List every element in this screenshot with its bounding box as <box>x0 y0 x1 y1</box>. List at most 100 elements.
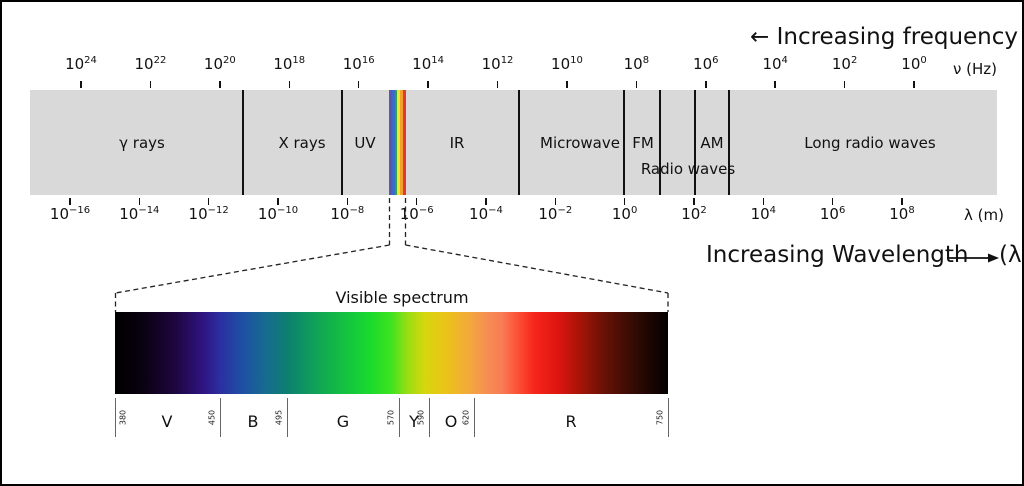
wavelength-tick-mark <box>346 198 349 205</box>
wavelength-unit-label: λ (m) <box>964 206 1004 224</box>
frequency-tick-mark <box>219 81 221 88</box>
nm-tick-mark <box>474 398 475 437</box>
band-divider <box>518 90 520 195</box>
frequency-unit-label: ν (Hz) <box>953 60 998 78</box>
visible-light-stripe <box>400 90 404 195</box>
nm-tick-label: 750 <box>655 409 665 426</box>
band-divider <box>694 90 696 195</box>
frequency-tick-mark <box>774 81 776 88</box>
wavelength-tick-mark <box>138 198 141 205</box>
visible-light-stripe <box>394 90 398 195</box>
wavelength-tick-label: 10−10 <box>257 205 299 223</box>
increasing-frequency-label: ← Increasing frequency <box>750 24 1018 50</box>
band-region-label: X rays <box>278 134 326 152</box>
increasing-wavelength-text: Increasing Wavelength <box>706 242 969 268</box>
wavelength-tick-mark <box>415 198 418 205</box>
frequency-tick-mark <box>80 81 82 88</box>
wavelength-tick-mark <box>277 198 279 205</box>
frequency-tick-label: 1022 <box>134 55 167 73</box>
nm-tick-mark <box>399 398 400 437</box>
visible-spectrum-bar <box>115 312 668 394</box>
wavelength-tick-label: 108 <box>889 205 915 223</box>
frequency-tick-mark <box>843 81 846 88</box>
color-band-letter: O <box>444 412 458 431</box>
frequency-tick-label: 104 <box>762 55 788 73</box>
increasing-frequency-text: Increasing frequency <box>776 24 1018 50</box>
left-arrow-icon: ← <box>749 24 770 50</box>
nm-tick-mark <box>115 398 116 437</box>
wavelength-tick-mark <box>485 198 487 205</box>
frequency-tick-label: 108 <box>623 55 650 73</box>
wavelength-tick-label: 106 <box>819 205 846 223</box>
wavelength-tick-label: 10−14 <box>119 205 160 223</box>
wavelength-tick-label: 10−4 <box>469 205 503 223</box>
nm-tick-label: 620 <box>461 409 471 426</box>
visible-light-stripe <box>403 90 406 195</box>
nm-tick-mark <box>429 398 430 437</box>
increasing-wavelength-suffix: (λ <box>999 242 1022 268</box>
nm-tick-label: 450 <box>207 409 217 426</box>
frequency-tick-label: 1018 <box>273 55 306 73</box>
band-region-label: UV <box>354 134 376 152</box>
frequency-tick-label: 1010 <box>551 55 583 73</box>
nm-tick-mark <box>220 398 221 437</box>
nm-tick-label: 495 <box>274 409 284 426</box>
band-divider <box>659 90 661 195</box>
frequency-tick-mark <box>149 81 152 88</box>
visible-light-stripe <box>397 90 401 195</box>
band-region-label-radio-waves: Radio waves <box>640 160 736 178</box>
frequency-tick-label: 106 <box>693 55 719 73</box>
color-band-letter: Y <box>409 412 419 431</box>
band-divider <box>623 90 625 195</box>
wavelength-tick-label: 10−2 <box>538 205 573 223</box>
frequency-tick-mark <box>496 81 499 88</box>
increasing-wavelength-label: Increasing Wavelength <box>706 242 969 268</box>
wavelength-tick-label: 104 <box>750 205 777 223</box>
wavelength-tick-label: 100 <box>611 205 638 223</box>
frequency-tick-label: 102 <box>831 55 858 73</box>
color-band-letter: G <box>336 412 350 431</box>
band-region-label: AM <box>700 134 724 152</box>
visible-light-stripe <box>391 90 395 195</box>
color-band-letter: V <box>161 412 173 431</box>
wavelength-tick-mark <box>901 198 903 205</box>
frequency-tick-label: 1014 <box>412 55 445 73</box>
band-region-label: FM <box>632 134 654 152</box>
frequency-tick-mark <box>288 81 290 88</box>
frequency-tick-mark <box>705 81 707 88</box>
nm-tick-mark <box>287 398 288 437</box>
wavelength-tick-mark <box>831 198 834 205</box>
visible-light-stripe <box>389 90 392 195</box>
band-divider <box>728 90 730 195</box>
visible-light-strip <box>389 90 406 195</box>
band-divider <box>242 90 244 195</box>
wavelength-tick-label: 102 <box>681 205 707 223</box>
frequency-tick-label: 1016 <box>342 55 375 73</box>
nm-tick-label: 570 <box>386 409 396 426</box>
color-band-letter: B <box>247 412 259 431</box>
band-region-label: IR <box>449 134 465 152</box>
color-band-letter: R <box>565 412 577 431</box>
frequency-tick-mark <box>635 81 638 88</box>
wavelength-tick-label: 10−16 <box>49 205 91 223</box>
wavelength-tick-label: 10−6 <box>399 205 434 223</box>
frequency-tick-label: 1012 <box>481 55 514 73</box>
wavelength-tick-mark <box>69 198 71 205</box>
wavelength-tick-mark <box>207 198 210 205</box>
frequency-tick-label: 100 <box>901 55 927 73</box>
nm-tick-label: 380 <box>118 409 128 426</box>
frequency-tick-label: 1020 <box>203 55 236 73</box>
frequency-tick-mark <box>913 81 915 88</box>
band-region-label: γ rays <box>119 134 165 152</box>
spectrum-band: γ rays X rays UV IR Microwave FM AM Long radio … <box>30 90 997 195</box>
wavelength-tick-mark <box>762 198 765 205</box>
band-region-label: Long radio waves <box>804 134 936 152</box>
wavelength-tick-mark <box>693 198 695 205</box>
wavelength-tick-label: 10−8 <box>330 205 365 223</box>
frequency-tick-label: 1024 <box>65 55 97 73</box>
wavelength-tick-mark <box>623 198 626 205</box>
wavelength-tick-label: 10−12 <box>188 205 229 223</box>
band-region-label: Microwave <box>540 134 620 152</box>
frequency-tick-mark <box>566 81 568 88</box>
